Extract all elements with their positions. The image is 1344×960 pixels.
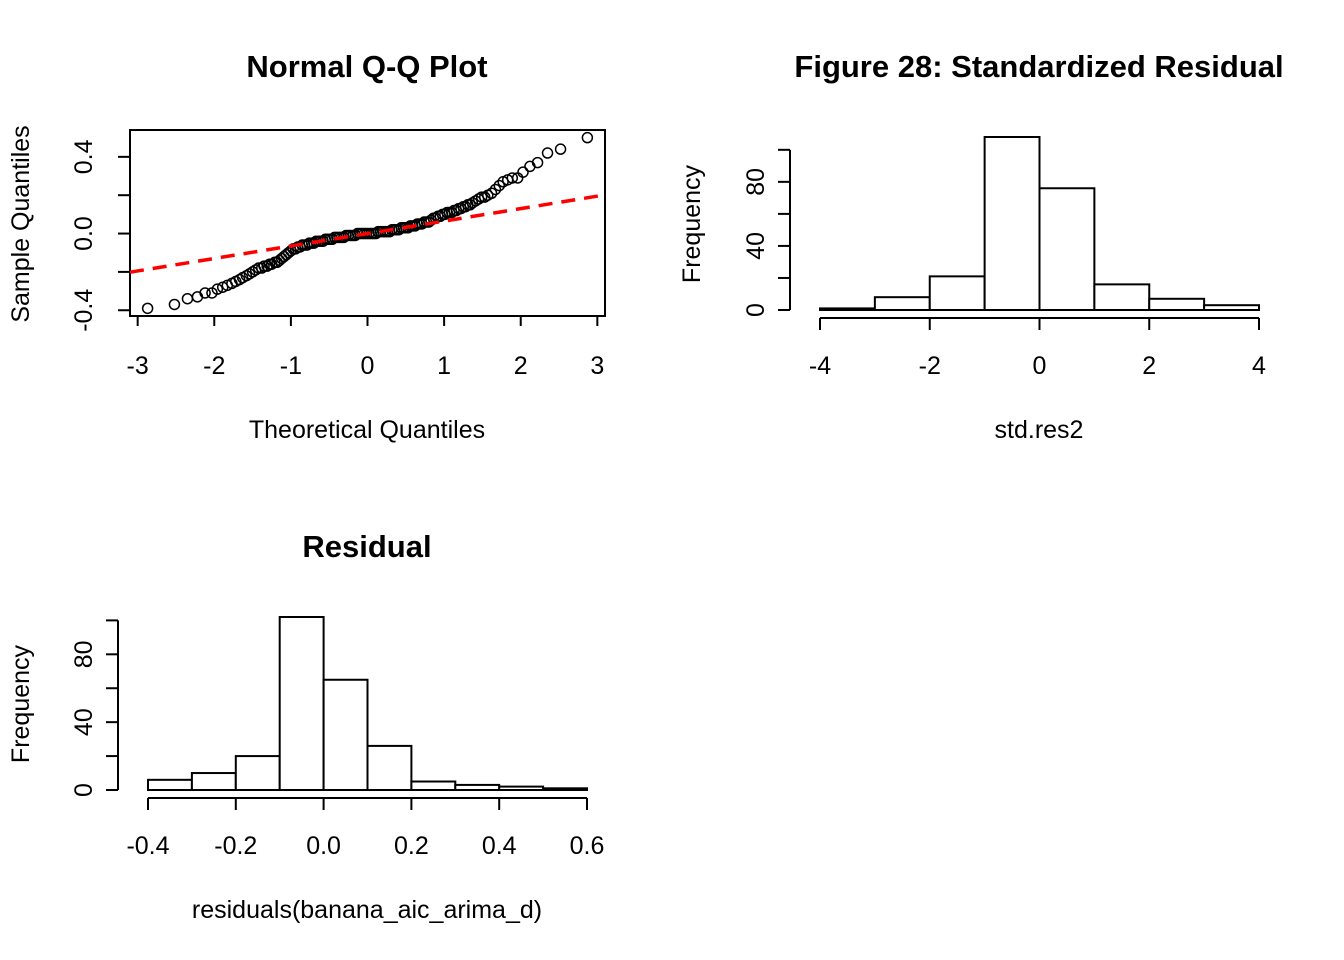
qq-plot-title: Normal Q-Q Plot	[246, 49, 487, 84]
residual-y-tick-label: 0	[70, 783, 98, 797]
qq-point	[554, 143, 567, 155]
residual-x-label: residuals(banana_aic_arima_d)	[192, 896, 542, 924]
std-residual-bar	[873, 296, 931, 311]
qq-point	[475, 191, 488, 203]
qq-y-tick-label: 0.4	[70, 139, 98, 174]
std-residual-bar	[1093, 283, 1151, 311]
std-residual-y-axis: 0 40 80	[742, 148, 791, 317]
residual-x-tick-label: -0.4	[126, 832, 169, 860]
residual-histogram-panel: Residual -0.4 -0.2 0.0 0.2 0.4 0.6 0 40 80 resi…	[7, 529, 604, 924]
residual-bar	[190, 772, 237, 792]
std-residual-x-tick-label: 4	[1252, 352, 1266, 380]
std-residual-bar	[928, 275, 986, 312]
qq-x-tick-label: 3	[590, 352, 604, 380]
residual-y-label: Frequency	[7, 644, 35, 763]
qq-point	[252, 262, 265, 274]
residual-y-tick-label: 80	[70, 640, 98, 668]
qq-point	[168, 298, 181, 311]
qq-point	[581, 131, 594, 144]
qq-point	[258, 260, 270, 272]
qq-point	[181, 292, 194, 305]
qq-point	[489, 183, 502, 196]
qq-point	[485, 187, 498, 200]
qq-point	[506, 172, 519, 184]
qq-y-label: Sample Quantiles	[7, 125, 35, 322]
std-residual-x-axis: -4 -2 0 2 4	[809, 317, 1266, 380]
qq-y-tick-label: -0.4	[70, 289, 98, 332]
std-residual-histogram-title: Figure 28: Standardized Residual	[794, 49, 1283, 84]
residual-bar	[454, 783, 501, 791]
qq-x-tick-label: 0	[361, 352, 375, 380]
qq-point	[541, 147, 554, 159]
residual-bar	[410, 780, 457, 791]
residual-bar	[366, 744, 413, 792]
residual-bar	[322, 678, 369, 791]
std-residual-x-tick-label: 0	[1033, 352, 1047, 380]
qq-y-axis: -0.4 0.0 0.4	[70, 139, 131, 332]
residual-x-tick-label: 0.6	[570, 832, 605, 860]
residual-x-axis: -0.4 -0.2 0.0 0.2 0.4 0.6	[126, 797, 605, 860]
qq-point	[493, 179, 506, 192]
residual-histogram-title: Residual	[302, 529, 431, 564]
std-residual-x-tick-label: 2	[1142, 352, 1156, 380]
qq-x-axis: -3 -2 -1 0 1 2 3	[127, 315, 604, 380]
residual-x-tick-label: 0.4	[482, 832, 517, 860]
residual-bar	[278, 616, 325, 791]
qq-point	[517, 166, 529, 178]
qq-points	[141, 131, 594, 315]
qq-plot-frame	[129, 129, 606, 317]
qq-x-tick-label: 1	[437, 352, 451, 380]
std-residual-bar	[983, 136, 1041, 311]
std-residual-y-tick-label: 80	[742, 168, 770, 196]
qq-plot-panel: Normal Q-Q Plot -3 -2 -1 0 1 2 3 -0.4 0.0 0.4 Th…	[7, 49, 606, 444]
std-residual-y-label: Frequency	[678, 164, 706, 283]
std-residual-bars	[819, 136, 1260, 312]
qq-reference-line	[129, 193, 606, 274]
residual-bar	[498, 785, 545, 792]
std-residual-x-label: std.res2	[995, 416, 1084, 444]
residual-bar	[542, 787, 588, 791]
qq-x-tick-label: 2	[514, 352, 528, 380]
residual-y-tick-label: 40	[70, 708, 98, 736]
std-residual-x-tick-label: -4	[809, 352, 831, 380]
std-residual-histogram-panel: Figure 28: Standardized Residual -4 -2 0 2 4…	[678, 49, 1284, 444]
residual-y-axis: 0 40 80	[70, 619, 119, 797]
qq-y-tick-label: 0.0	[70, 216, 98, 251]
std-residual-y-tick-label: 40	[742, 232, 770, 260]
std-residual-bar	[1148, 297, 1206, 312]
residual-x-tick-label: 0.2	[394, 832, 429, 860]
qq-x-tick-label: -1	[280, 352, 302, 380]
residual-bars	[147, 616, 588, 792]
qq-point	[199, 287, 211, 299]
qq-point	[211, 283, 224, 295]
qq-x-tick-label: -3	[127, 352, 149, 380]
qq-x-tick-label: -2	[203, 352, 225, 380]
std-residual-y-tick-label: 0	[742, 303, 770, 317]
std-residual-bar	[1038, 187, 1096, 311]
residual-x-tick-label: 0.0	[306, 832, 341, 860]
qq-point	[531, 156, 544, 169]
std-residual-bar	[1203, 304, 1260, 312]
residual-x-tick-label: -0.2	[214, 832, 257, 860]
qq-x-label: Theoretical Quantiles	[249, 416, 485, 444]
qq-point	[141, 302, 154, 315]
std-residual-x-tick-label: -2	[919, 352, 941, 380]
std-residual-bar	[819, 307, 876, 312]
residual-bar	[147, 778, 193, 792]
residual-bar	[234, 755, 281, 791]
